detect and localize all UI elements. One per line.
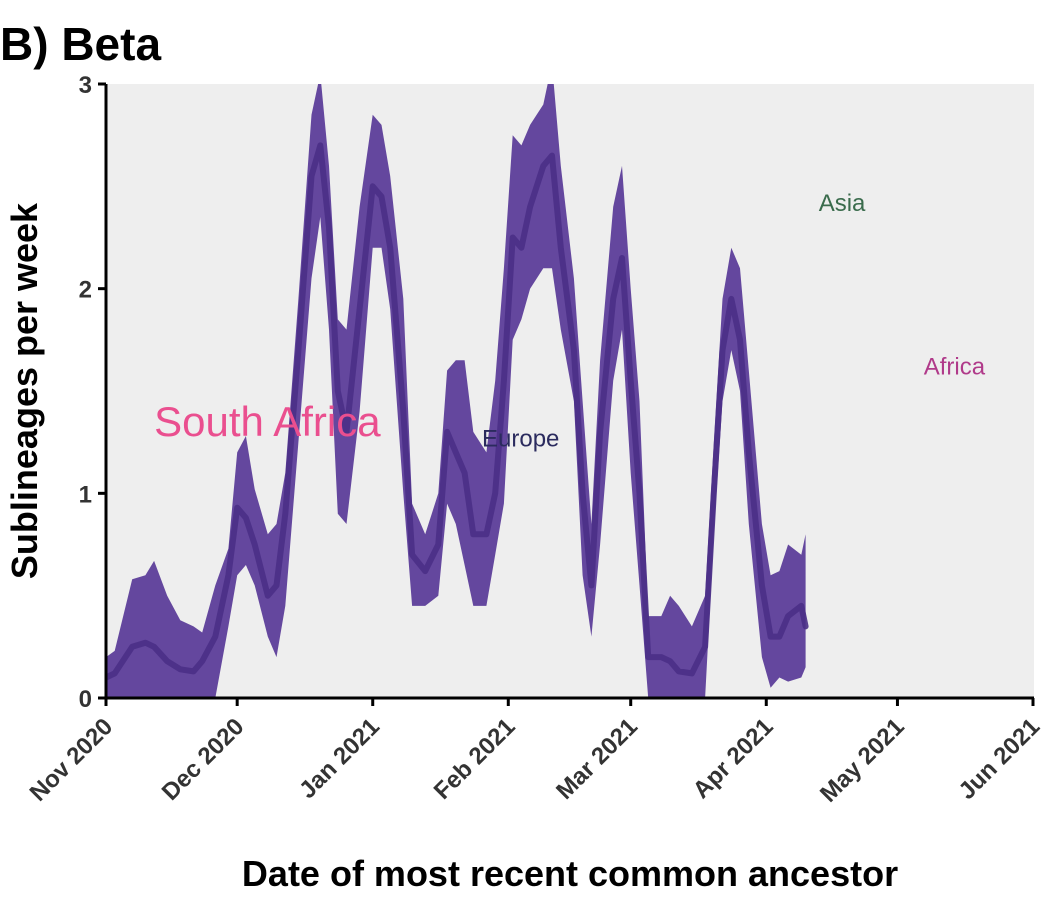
x-tick-label: May 2021 <box>815 713 910 808</box>
x-tick-label: Feb 2021 <box>429 713 521 805</box>
y-tick-label: 0 <box>79 686 92 713</box>
x-tick-label: Nov 2020 <box>25 713 119 807</box>
x-tick-label: Dec 2020 <box>157 713 250 806</box>
y-tick-label: 1 <box>79 481 92 508</box>
x-tick-label: Jan 2021 <box>294 713 385 804</box>
y-axis-ticks: 0 1 2 3 <box>79 72 106 713</box>
chart-title: B) Beta <box>0 18 161 70</box>
annotation-south-africa: South Africa <box>154 398 381 445</box>
annotation-asia: Asia <box>819 190 866 217</box>
y-tick-label: 3 <box>79 72 92 99</box>
annotation-layer: Asia Africa South Africa Europe <box>154 190 986 452</box>
x-axis-label: Date of most recent common ancestor <box>242 853 898 894</box>
plot-panel <box>106 84 1034 698</box>
y-axis-label: Sublineages per week <box>4 202 45 579</box>
x-tick-label: Jun 2021 <box>954 713 1046 805</box>
annotation-europe: Europe <box>482 425 559 452</box>
x-tick-label: Mar 2021 <box>551 713 643 805</box>
annotation-africa: Africa <box>924 354 986 381</box>
y-tick-label: 2 <box>79 277 92 304</box>
series-layer <box>106 84 809 698</box>
x-tick-label: Apr 2021 <box>688 713 779 804</box>
x-axis-ticks: Nov 2020 Dec 2020 Jan 2021 Feb 2021 Mar 2021… <box>25 698 1046 808</box>
series-0-line <box>106 142 809 681</box>
